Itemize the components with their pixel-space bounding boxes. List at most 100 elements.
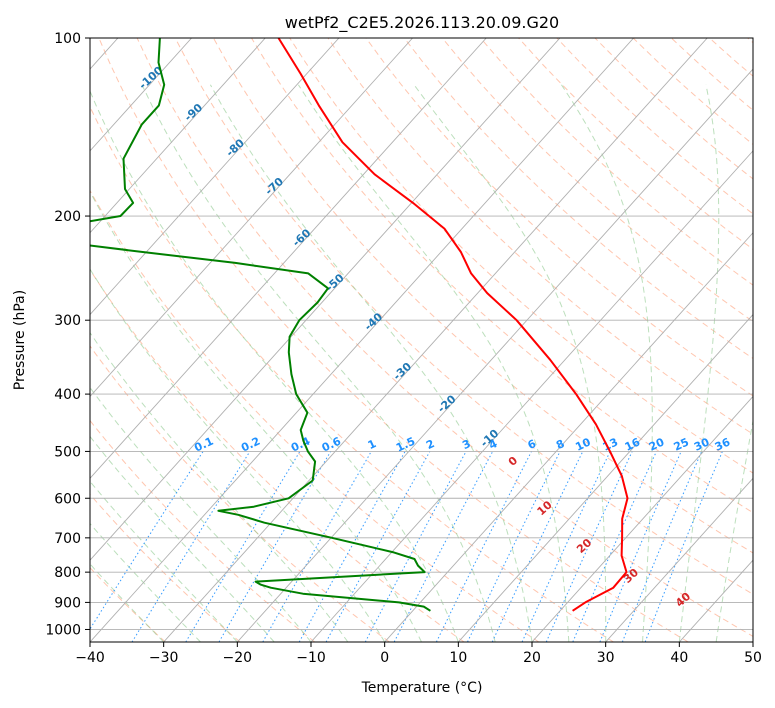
mixing-ratio-label: 36 bbox=[713, 435, 733, 453]
x-tick-label: 30 bbox=[597, 650, 615, 666]
moist-adiabat bbox=[90, 480, 238, 642]
plot-series bbox=[90, 38, 629, 612]
dry-adiabat bbox=[90, 105, 614, 642]
mixing-ratio-line bbox=[393, 451, 494, 642]
dry-adiabat bbox=[556, 38, 753, 215]
chart-title: wetPf2_C2E5.2026.113.20.09.G20 bbox=[285, 13, 559, 33]
mixing-ratio-label: 8 bbox=[554, 437, 566, 452]
mixing-ratio-line bbox=[599, 451, 682, 642]
x-tick-label: −40 bbox=[75, 650, 105, 666]
isotherm bbox=[90, 38, 192, 152]
y-tick-label: 200 bbox=[54, 209, 81, 225]
dry-adiabat-label: -80 bbox=[224, 136, 248, 159]
isotherm bbox=[384, 232, 753, 642]
isotherm bbox=[752, 641, 753, 642]
isotherm bbox=[90, 38, 561, 561]
mixing-ratio-line bbox=[545, 451, 633, 642]
isotherm bbox=[90, 38, 266, 234]
mixing-ratio-line bbox=[325, 451, 431, 642]
isotherm bbox=[163, 38, 708, 642]
moist-adiabat bbox=[715, 418, 753, 642]
y-tick-label: 800 bbox=[54, 565, 81, 581]
mixing-ratio-label: 13 bbox=[601, 436, 620, 454]
moist-adiabat bbox=[141, 84, 496, 642]
dry-adiabat bbox=[441, 38, 753, 323]
dry-adiabat bbox=[90, 189, 540, 642]
dry-adiabat bbox=[212, 38, 753, 554]
x-tick-label: 10 bbox=[449, 650, 467, 666]
moist-adiabat bbox=[297, 84, 570, 642]
x-tick-label: −30 bbox=[149, 650, 179, 666]
moist-adiabat bbox=[90, 190, 422, 642]
y-tick-label: 700 bbox=[54, 531, 81, 547]
x-tick-label: 50 bbox=[744, 650, 762, 666]
x-axis-title: Temperature (°C) bbox=[361, 680, 483, 696]
moist-adiabat bbox=[90, 386, 312, 642]
dry-adiabat bbox=[709, 38, 753, 77]
mixing-ratio-line bbox=[262, 451, 372, 642]
dry-adiabat-label: -90 bbox=[182, 101, 206, 124]
dry-adiabat-label: -60 bbox=[290, 226, 314, 249]
dry-adiabat bbox=[98, 38, 689, 642]
dry-adiabat-label: -70 bbox=[263, 175, 287, 198]
dry-adiabat bbox=[289, 38, 753, 474]
moist-adiabat-label: 40 bbox=[673, 590, 693, 610]
moist-adiabat bbox=[90, 89, 459, 642]
plot-background: -100-90-80-70-60-50-40-30-20-10010203040… bbox=[90, 38, 753, 642]
dry-adiabat bbox=[327, 38, 753, 435]
x-axis: −40 −30 −20 −10 0 10 20 30 40 50 bbox=[75, 642, 762, 666]
mixing-ratio-label: 2 bbox=[424, 437, 436, 452]
dewpoint-profile bbox=[90, 38, 431, 612]
dry-adiabat bbox=[174, 38, 753, 595]
temperature-profile bbox=[277, 38, 629, 612]
isotherm bbox=[310, 150, 753, 642]
moist-adiabat bbox=[561, 84, 653, 642]
y-tick-label: 900 bbox=[54, 595, 81, 611]
moist-adiabat bbox=[209, 84, 533, 642]
y-axis: 1000 900 800 700 600 500 400 300 200 100 bbox=[45, 31, 90, 638]
dry-adiabat-label: -40 bbox=[362, 310, 386, 333]
y-tick-label: 100 bbox=[54, 31, 81, 47]
mixing-ratio-line bbox=[364, 451, 467, 642]
mixing-ratio-line bbox=[131, 451, 251, 642]
isotherm bbox=[605, 477, 753, 642]
y-tick-label: 400 bbox=[54, 387, 81, 403]
dry-adiabat bbox=[518, 38, 753, 250]
mixing-ratio-label: 10 bbox=[573, 435, 593, 453]
isotherm bbox=[678, 559, 753, 642]
isotherm bbox=[90, 38, 487, 479]
moist-adiabat bbox=[90, 331, 349, 642]
x-tick-label: −20 bbox=[223, 650, 253, 666]
x-tick-label: 0 bbox=[380, 650, 389, 666]
isotherm bbox=[457, 313, 753, 642]
dry-adiabat bbox=[747, 38, 753, 44]
plot-frame bbox=[89, 37, 754, 643]
moist-adiabat bbox=[90, 435, 275, 642]
moist-adiabat-label: 0 bbox=[506, 454, 521, 469]
y-tick-label: 600 bbox=[54, 491, 81, 507]
dry-adiabat bbox=[365, 38, 753, 397]
moist-adiabat bbox=[90, 268, 386, 642]
mixing-ratio-label: 1 bbox=[366, 437, 378, 452]
mixing-ratio-line bbox=[467, 451, 561, 642]
dry-adiabat bbox=[632, 38, 753, 145]
mixing-ratio-line bbox=[521, 451, 611, 642]
moist-adiabat bbox=[413, 84, 607, 642]
isotherm bbox=[90, 38, 340, 316]
x-tick-label: 20 bbox=[523, 650, 541, 666]
isotherm bbox=[236, 68, 753, 642]
dry-adiabat bbox=[90, 419, 316, 642]
y-tick-label: 1000 bbox=[45, 622, 81, 638]
mixing-ratio-label: 3 bbox=[460, 437, 472, 452]
y-tick-label: 500 bbox=[54, 444, 81, 460]
mixing-ratio-label: 16 bbox=[623, 435, 643, 453]
mixing-ratio-line bbox=[644, 451, 723, 642]
mixing-ratio-line bbox=[90, 451, 204, 630]
mixing-ratio-line bbox=[572, 451, 657, 642]
y-tick-label: 300 bbox=[54, 313, 81, 329]
mixing-ratio-label: 30 bbox=[692, 435, 712, 453]
dry-adiabat bbox=[90, 566, 166, 642]
dry-adiabat bbox=[90, 493, 241, 642]
x-tick-label: −10 bbox=[296, 650, 326, 666]
